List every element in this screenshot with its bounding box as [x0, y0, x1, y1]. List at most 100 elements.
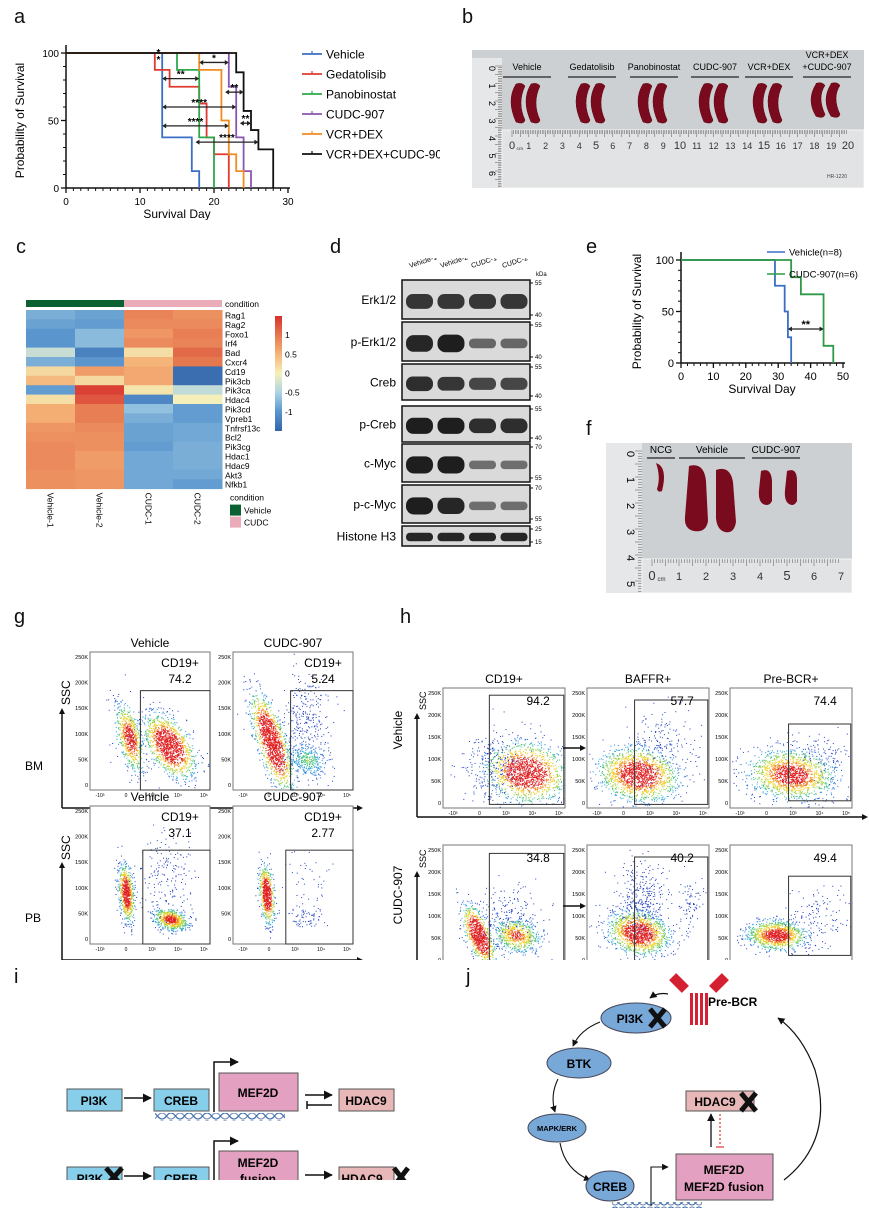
event-dot: [143, 697, 145, 699]
event-dot: [132, 742, 134, 744]
event-dot: [271, 722, 273, 724]
event-dot: [147, 735, 149, 737]
event-dot: [273, 717, 275, 719]
event-dot: [181, 768, 183, 770]
event-dot: [291, 787, 293, 789]
significance-label: *: [212, 53, 216, 64]
event-dot: [121, 736, 123, 738]
event-dot: [264, 715, 266, 717]
event-dot: [315, 774, 317, 776]
ruler-h-label: 4: [757, 571, 763, 583]
event-dot: [126, 765, 128, 767]
event-dot: [141, 734, 143, 736]
event-dot: [134, 743, 136, 745]
event-dot: [251, 722, 253, 724]
event-dot: [297, 711, 299, 713]
event-dot: [163, 742, 165, 744]
event-dot: [126, 750, 128, 752]
event-dot: [279, 741, 281, 743]
event-dot: [120, 732, 122, 734]
heatmap-cell: [124, 413, 174, 424]
event-dot: [128, 749, 130, 751]
kda-marker: 25: [535, 527, 542, 533]
protein-band: [469, 338, 496, 349]
event-dot: [117, 712, 119, 714]
event-dot: [274, 732, 276, 734]
event-dot: [115, 726, 117, 728]
event-dot: [300, 736, 302, 738]
event-dot: [166, 753, 168, 755]
event-dot: [266, 749, 268, 751]
event-dot: [154, 722, 156, 724]
event-dot: [277, 761, 279, 763]
event-dot: [137, 766, 139, 768]
event-dot: [292, 783, 294, 785]
event-dot: [122, 752, 124, 754]
event-dot: [183, 735, 185, 737]
event-dot: [132, 726, 134, 728]
event-dot: [120, 709, 122, 711]
event-dot: [319, 753, 321, 755]
event-dot: [135, 735, 137, 737]
event-dot: [280, 743, 282, 745]
ruler-h-label: 8: [644, 141, 649, 151]
event-dot: [268, 720, 270, 722]
protein-band: [500, 338, 528, 349]
event-dot: [119, 885, 121, 887]
event-dot: [113, 705, 115, 707]
event-dot: [132, 732, 134, 734]
x-tick-label: 10⁴: [174, 947, 182, 953]
event-dot: [253, 715, 255, 717]
event-dot: [276, 743, 278, 745]
event-dot: [134, 759, 136, 761]
event-dot: [136, 750, 138, 752]
event-dot: [312, 714, 314, 716]
event-dot: [174, 734, 176, 736]
event-dot: [264, 767, 266, 769]
event-dot: [268, 739, 270, 741]
event-dot: [286, 709, 288, 711]
event-dot: [263, 747, 265, 749]
event-dot: [176, 722, 178, 724]
event-dot: [132, 731, 134, 733]
event-dot: [259, 723, 261, 725]
event-dot: [133, 924, 135, 926]
event-dot: [276, 751, 278, 753]
event-dot: [313, 767, 315, 769]
event-dot: [176, 746, 178, 748]
event-dot: [284, 776, 286, 778]
event-dot: [308, 757, 310, 759]
event-dot: [298, 713, 300, 715]
event-dot: [253, 696, 255, 698]
ruler-h-label: 2: [703, 571, 709, 583]
event-dot: [266, 726, 268, 728]
event-dot: [270, 715, 272, 717]
event-dot: [268, 726, 270, 728]
event-dot: [270, 742, 272, 744]
event-dot: [273, 728, 275, 730]
event-dot: [177, 739, 179, 741]
event-dot: [295, 714, 297, 716]
event-dot: [154, 721, 156, 723]
event-dot: [181, 743, 183, 745]
event-dot: [153, 759, 155, 761]
event-dot: [171, 746, 173, 748]
y-tick-label: 150K: [75, 706, 88, 712]
event-dot: [181, 748, 183, 750]
event-dot: [291, 768, 293, 770]
event-dot: [322, 763, 324, 765]
event-dot: [292, 720, 294, 722]
event-dot: [305, 721, 307, 723]
event-dot: [249, 679, 251, 681]
event-dot: [297, 730, 299, 732]
event-dot: [166, 744, 168, 746]
event-dot: [182, 747, 184, 749]
event-dot: [299, 708, 301, 710]
event-dot: [261, 724, 263, 726]
event-dot: [313, 713, 315, 715]
event-dot: [195, 765, 197, 767]
gene-label: Akt3: [225, 470, 242, 480]
event-dot: [283, 725, 285, 727]
ruler-h-label: 5: [783, 568, 790, 583]
survival-curve-cudc-907-n-6-: [681, 259, 835, 363]
